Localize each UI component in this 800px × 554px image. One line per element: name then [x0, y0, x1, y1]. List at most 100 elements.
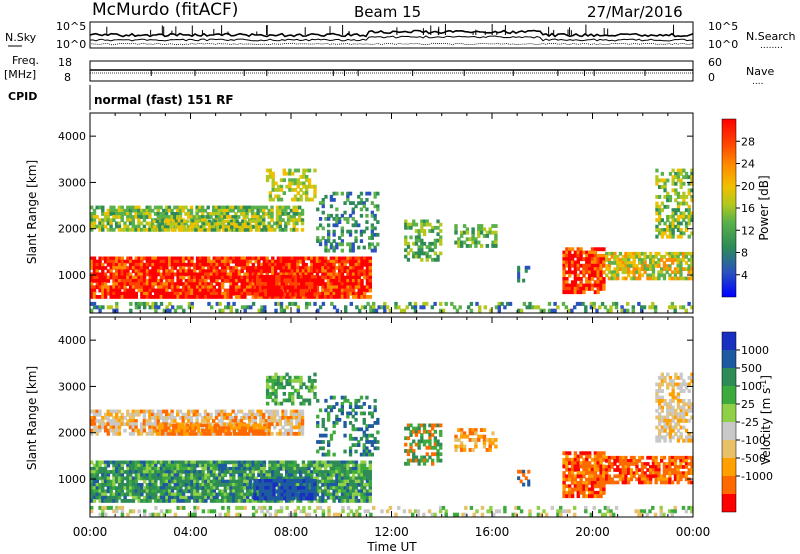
data-cell [474, 237, 478, 242]
data-cell [134, 466, 138, 471]
data-cell [613, 251, 617, 256]
data-cell [148, 476, 152, 481]
data-cell [291, 492, 295, 497]
data-cell [156, 291, 161, 296]
data-cell [189, 212, 194, 216]
data-cell [134, 266, 138, 270]
data-cell [162, 460, 166, 465]
data-cell [419, 305, 423, 310]
data-cell [568, 270, 572, 275]
data-cell [246, 285, 250, 290]
data-cell [360, 486, 364, 490]
data-cell [234, 285, 239, 290]
data-cell [217, 419, 221, 423]
data-cell [293, 295, 297, 299]
data-cell [316, 207, 320, 212]
data-cell [190, 466, 194, 471]
data-cell [553, 308, 557, 313]
data-cell [95, 479, 99, 484]
data-cell [335, 479, 339, 484]
data-cell [193, 460, 197, 465]
data-cell [585, 270, 589, 275]
data-cell [288, 178, 292, 183]
data-cell [684, 267, 689, 271]
data-cell [210, 305, 214, 310]
data-cell [173, 495, 177, 500]
data-cell [290, 473, 294, 478]
data-cell [343, 275, 347, 280]
data-cell [292, 412, 296, 417]
data-cell [179, 460, 183, 465]
data-cell [198, 279, 203, 283]
colorbar-tick-label: 8 [741, 247, 748, 260]
data-cell [263, 308, 267, 313]
data-cell [109, 412, 113, 417]
data-cell [658, 208, 662, 213]
data-cell [305, 191, 309, 195]
data-cell [187, 212, 191, 216]
data-cell [310, 499, 314, 503]
data-cell [275, 431, 280, 436]
data-cell [269, 278, 273, 283]
data-cell [106, 259, 111, 264]
data-cell [296, 181, 300, 186]
data-cell [248, 486, 253, 490]
data-cell [332, 495, 336, 500]
data-cell [106, 486, 111, 490]
data-cell [602, 286, 606, 291]
data-cell [117, 425, 122, 430]
data-cell [225, 416, 230, 420]
data-cell [212, 476, 216, 481]
data-cell [126, 486, 130, 490]
data-cell [98, 492, 102, 497]
data-cell [129, 279, 133, 283]
data-cell [346, 285, 350, 290]
data-cell [676, 201, 681, 206]
noise-right-label: N.Search [746, 30, 796, 43]
data-cell [145, 256, 150, 261]
data-cell [187, 305, 192, 310]
data-cell [292, 409, 296, 414]
data-cell [243, 262, 247, 267]
data-cell [145, 483, 150, 487]
data-cell [327, 232, 331, 237]
data-cell [285, 473, 289, 478]
data-cell [229, 476, 233, 481]
data-cell [109, 470, 113, 474]
data-cell [596, 270, 600, 275]
data-cell [286, 416, 291, 420]
data-cell [660, 228, 664, 232]
data-cell [270, 422, 274, 427]
data-cell [209, 412, 213, 417]
data-cell [269, 275, 273, 280]
data-cell [291, 197, 295, 202]
data-cell [176, 495, 180, 500]
data-cell [142, 262, 147, 267]
data-cell [92, 425, 97, 430]
data-cell [276, 470, 281, 474]
data-cell [547, 301, 552, 306]
data-cell [578, 301, 582, 306]
data-cell [162, 409, 166, 414]
data-cell [129, 262, 133, 267]
data-cell [321, 476, 325, 481]
data-cell [500, 301, 504, 306]
data-cell [262, 476, 267, 481]
data-cell [164, 412, 169, 417]
data-cell [145, 208, 149, 213]
data-cell [232, 499, 236, 503]
data-cell [626, 308, 630, 313]
data-cell [346, 220, 350, 224]
data-cell [115, 470, 119, 474]
data-cell [616, 261, 620, 265]
data-cell [131, 269, 136, 274]
data-cell [198, 295, 203, 299]
data-cell [616, 258, 620, 262]
data-cell [568, 283, 572, 288]
data-cell [517, 272, 521, 277]
data-cell [573, 263, 578, 268]
data-cell [332, 223, 336, 228]
data-cell [354, 259, 359, 264]
data-cell [115, 285, 119, 290]
data-cell [264, 482, 268, 487]
